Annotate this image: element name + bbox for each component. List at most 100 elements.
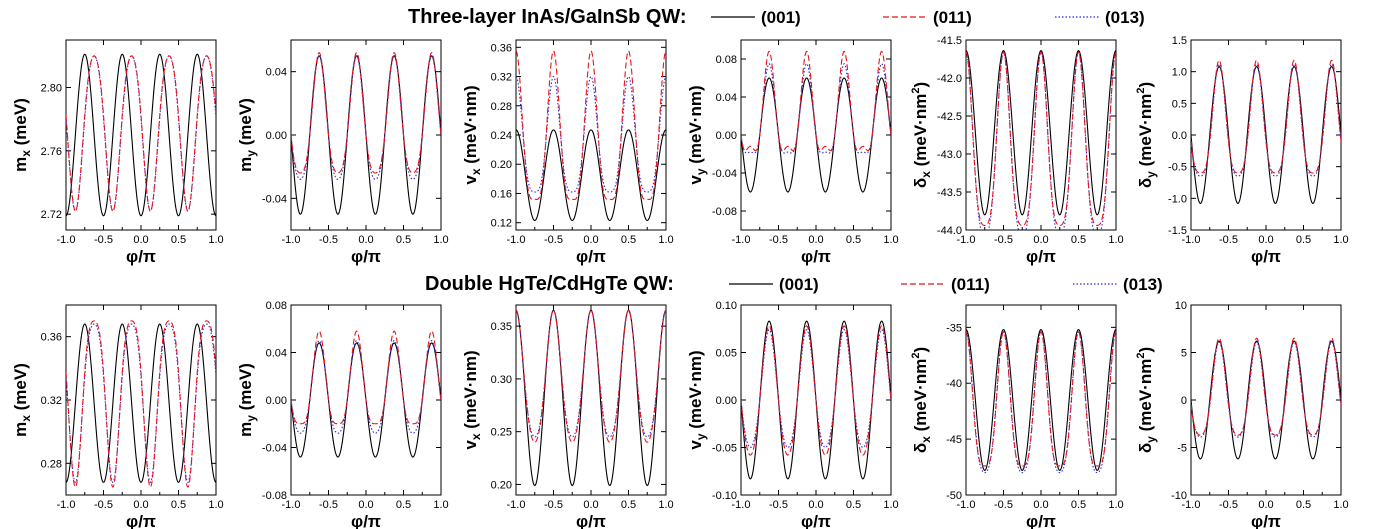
x-tick-label: -1.0 bbox=[282, 234, 301, 246]
series-line-011 bbox=[516, 309, 666, 443]
y-axis-label: δy (meV·nm2) bbox=[1135, 347, 1158, 453]
y-tick-label: 0.00 bbox=[716, 395, 737, 407]
y-axis-label: vx (meV·nm) bbox=[461, 350, 483, 449]
y-tick-label: -43.5 bbox=[937, 187, 962, 199]
x-tick-label: -0.5 bbox=[544, 499, 563, 511]
y-axis-label: mx (meV) bbox=[11, 98, 33, 172]
x-tick-label: -1.0 bbox=[1182, 234, 1201, 246]
x-tick-label: 1.0 bbox=[208, 234, 223, 246]
x-tick-label: 0.0 bbox=[358, 499, 373, 511]
y-tick-label: -44.0 bbox=[937, 225, 962, 237]
x-tick-label: -0.5 bbox=[319, 234, 338, 246]
series-line-001 bbox=[966, 329, 1116, 471]
y-label-subscript: x bbox=[469, 168, 483, 175]
x-tick-label: -1.0 bbox=[732, 234, 751, 246]
series-line-013 bbox=[516, 75, 666, 193]
y-label-main: v bbox=[686, 175, 705, 185]
series-line-011 bbox=[741, 325, 891, 456]
series-line-001 bbox=[66, 323, 216, 483]
y-tick-label: -42.0 bbox=[937, 73, 962, 85]
y-tick-label: 2.80 bbox=[41, 83, 62, 95]
series-line-011 bbox=[66, 55, 216, 212]
x-tick-label: 0.5 bbox=[1296, 234, 1311, 246]
y-tick-label: 1.5 bbox=[1172, 35, 1187, 47]
x-tick-label: -1.0 bbox=[1182, 499, 1201, 511]
y-label-close: ) bbox=[911, 347, 930, 353]
x-tick-label: 0.5 bbox=[846, 499, 861, 511]
y-tick-label: -42.5 bbox=[937, 111, 962, 123]
y-label-subscript: y bbox=[694, 168, 708, 175]
panel-4: -1.0 -0.5 0.0 0.5 1.0 φ/π -0.08 -0.04 0.00 0.04 0.… bbox=[686, 39, 899, 266]
x-tick-label: 1.0 bbox=[883, 499, 898, 511]
y-label-unit: (meV·nm) bbox=[686, 350, 705, 433]
x-tick-label: 0.5 bbox=[1071, 499, 1086, 511]
series-line-011 bbox=[291, 330, 441, 425]
x-tick-label: -0.5 bbox=[94, 234, 113, 246]
y-tick-label: -41.5 bbox=[937, 35, 962, 47]
x-tick-label: 0.0 bbox=[133, 499, 148, 511]
y-tick-label: -0.10 bbox=[712, 490, 737, 502]
series-line-001 bbox=[966, 50, 1116, 216]
legend-label-0: (001) bbox=[761, 8, 801, 27]
y-tick-label: -0.05 bbox=[712, 443, 737, 455]
x-tick-label: -0.5 bbox=[769, 234, 788, 246]
y-tick-label: -35 bbox=[946, 322, 962, 334]
x-axis-label: φ/π bbox=[801, 247, 831, 266]
x-axis-label: φ/π bbox=[1026, 512, 1056, 529]
x-tick-label: 0.5 bbox=[1296, 499, 1311, 511]
x-tick-label: 0.0 bbox=[1033, 234, 1048, 246]
y-axis-label: δx (meV·nm2) bbox=[910, 82, 933, 188]
y-tick-label: 0.32 bbox=[491, 72, 512, 84]
series-line-011 bbox=[741, 50, 891, 152]
y-tick-label: 0.20 bbox=[491, 159, 512, 171]
x-axis-label: φ/π bbox=[126, 512, 156, 529]
x-tick-label: 1.0 bbox=[658, 499, 673, 511]
y-tick-label: 0.12 bbox=[491, 218, 512, 230]
x-tick-label: -1.0 bbox=[507, 234, 526, 246]
x-tick-label: -0.5 bbox=[94, 499, 113, 511]
panel-10: -1.0 -0.5 0.0 0.5 1.0 φ/π -0.10 -0.05 0.00 0.05 0.… bbox=[686, 300, 899, 529]
x-tick-label: -0.5 bbox=[319, 499, 338, 511]
series-line-011 bbox=[516, 50, 666, 200]
y-label-unit: (meV·nm) bbox=[461, 350, 480, 433]
y-tick-label: -0.04 bbox=[712, 168, 737, 180]
row-title-top: Three-layer InAs/GaInSb QW: bbox=[408, 6, 687, 28]
x-tick-label: 0.0 bbox=[133, 234, 148, 246]
y-label-subscript: y bbox=[244, 150, 258, 157]
y-label-main: m bbox=[11, 422, 30, 437]
y-label-main: δ bbox=[1136, 178, 1155, 188]
y-tick-label: 0.00 bbox=[266, 395, 287, 407]
y-tick-label: 0.08 bbox=[266, 300, 287, 312]
x-tick-label: 1.0 bbox=[433, 499, 448, 511]
panel-6: -1.0 -0.5 0.0 0.5 1.0φ/π-1.5-1.0-0.50.00.51.… bbox=[1135, 35, 1349, 266]
y-label-main: v bbox=[461, 175, 480, 185]
x-tick-label: 0.0 bbox=[1033, 499, 1048, 511]
x-tick-label: 0.0 bbox=[583, 234, 598, 246]
y-label-unit: (meV) bbox=[11, 363, 30, 415]
legend-bottom: (001) (011) (013) bbox=[729, 275, 1163, 294]
y-tick-label: 0 bbox=[1181, 395, 1187, 407]
y-tick-label: -45 bbox=[946, 434, 962, 446]
y-label-subscript: y bbox=[244, 415, 258, 422]
row-header-top: Three-layer InAs/GaInSb QW: (001) (011) (0… bbox=[408, 6, 1145, 28]
y-label-unit: (meV·nm) bbox=[686, 85, 705, 168]
x-tick-label: -1.0 bbox=[732, 499, 751, 511]
y-tick-label: 0.10 bbox=[716, 300, 737, 312]
y-label-unit: (meV·nm bbox=[1136, 359, 1155, 436]
y-label-unit: (meV·nm bbox=[1136, 94, 1155, 171]
y-axis-label: my (meV) bbox=[236, 363, 258, 437]
x-tick-label: 1.0 bbox=[1108, 234, 1123, 246]
x-axis-label: φ/π bbox=[351, 512, 381, 529]
x-tick-label: 0.0 bbox=[358, 234, 373, 246]
y-tick-label: 0.25 bbox=[491, 427, 512, 439]
series-line-013 bbox=[1191, 63, 1341, 177]
x-tick-label: 1.0 bbox=[1108, 499, 1123, 511]
y-tick-label: 0.00 bbox=[716, 130, 737, 142]
y-tick-label: 10 bbox=[1175, 300, 1187, 312]
x-tick-label: -0.5 bbox=[769, 499, 788, 511]
y-tick-label: 0.20 bbox=[491, 479, 512, 491]
x-tick-label: -0.5 bbox=[994, 499, 1013, 511]
legend-label-1: (011) bbox=[933, 8, 972, 27]
y-tick-label: 0.28 bbox=[491, 101, 512, 113]
